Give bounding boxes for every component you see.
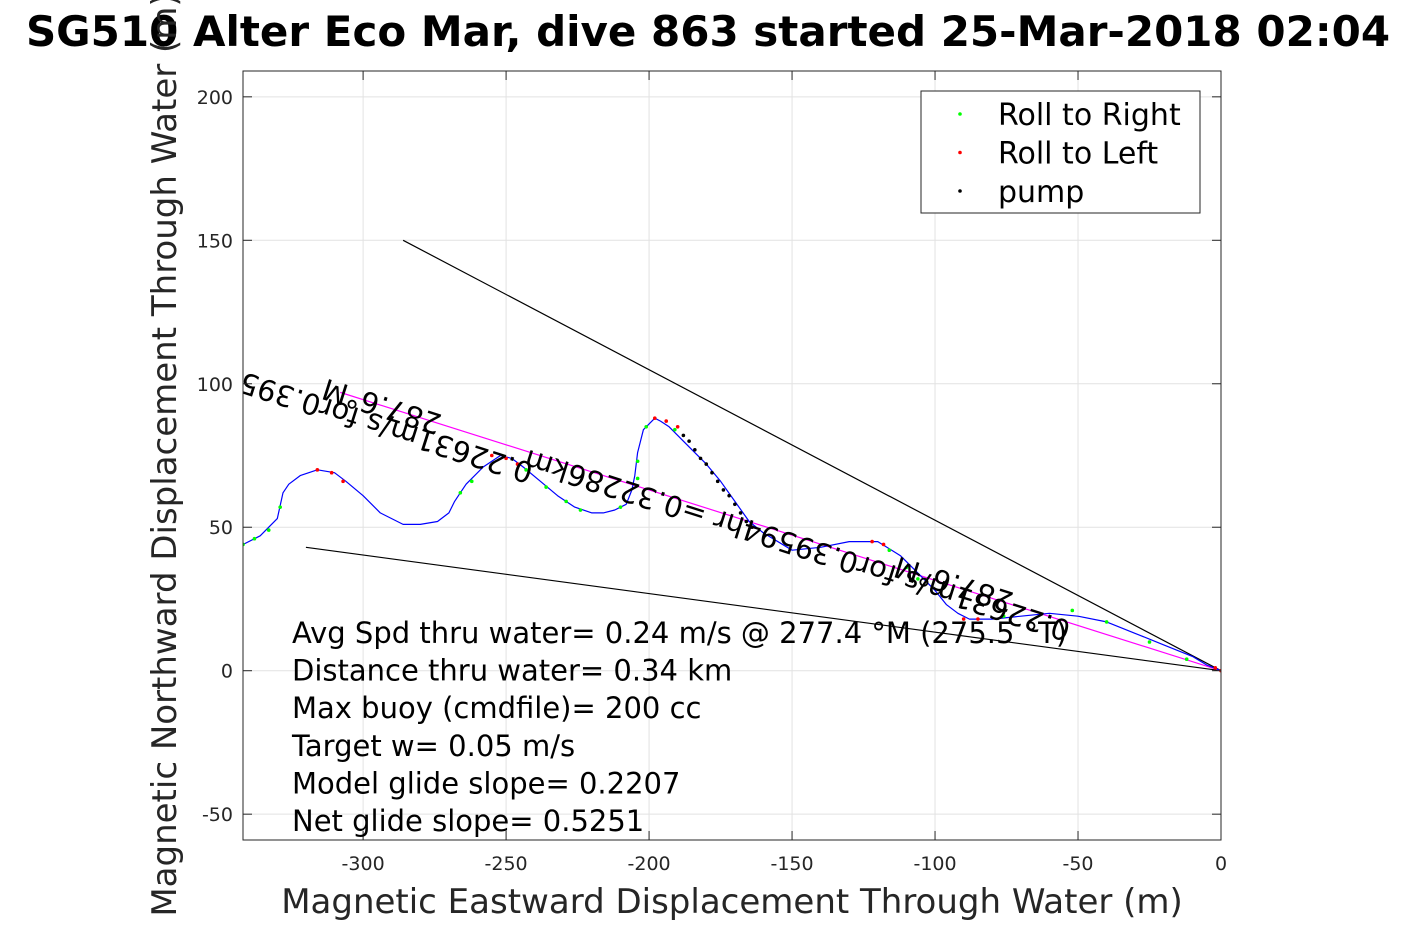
roll-right-point: [635, 459, 640, 464]
roll-left-point: [961, 617, 966, 621]
legend-label: Roll to Left: [998, 137, 1158, 172]
roll-right-point: [673, 427, 677, 432]
pump-point: [698, 456, 703, 461]
roll-left-point: [515, 462, 520, 466]
y-tick-label: 200: [197, 87, 233, 109]
plot-frame: [242, 70, 1222, 841]
pump-point: [738, 511, 743, 515]
roll-right-point: [266, 528, 271, 532]
x-tick-label: -50: [1062, 853, 1093, 875]
stats-line: Avg Spd thru water= 0.24 m/s @ 277.4 °M …: [292, 616, 1067, 650]
pump-point: [727, 493, 731, 498]
stats-line: Net glide slope= 0.5251: [292, 804, 644, 838]
roll-right-point: [469, 479, 474, 484]
roll-right-point: [916, 577, 920, 581]
roll-right-point: [1104, 620, 1109, 624]
roll-right-point: [578, 508, 583, 512]
pump-point: [681, 433, 686, 438]
legend-label: Roll to Right: [998, 98, 1181, 133]
roll-right-point: [458, 491, 463, 495]
stats-line: Target w= 0.05 m/s: [291, 729, 575, 763]
roll-right-point: [564, 499, 568, 504]
pump-point: [733, 502, 737, 507]
roll-left-point: [1213, 666, 1218, 670]
roll-left-point: [976, 617, 980, 621]
roll-right-point: [1001, 614, 1006, 618]
roll-right-point: [644, 425, 649, 429]
roll-right-point: [618, 505, 623, 509]
roll-right-point: [252, 536, 257, 541]
y-tick-label: 150: [197, 230, 233, 252]
roll-right-point: [904, 565, 909, 570]
roll-left-point: [652, 416, 657, 420]
reference-line: [402, 239, 1221, 672]
roll-right-point: [1147, 640, 1152, 644]
x-tick-label: -200: [628, 853, 671, 875]
pump-point: [721, 488, 726, 492]
grid: [243, 71, 1222, 840]
legend-marker: [958, 189, 962, 193]
chart-title: SG510 Alter Eco Mar, dive 863 started 25…: [26, 7, 1390, 56]
stats-line: Max buoy (cmdfile)= 200 cc: [292, 691, 701, 725]
pump-point: [693, 447, 697, 452]
roll-left-point: [664, 419, 669, 423]
roll-left-point: [675, 425, 680, 429]
legend-label: pump: [998, 175, 1084, 210]
pump-point: [715, 479, 720, 484]
roll-right-point: [544, 485, 548, 489]
pump-point: [750, 525, 754, 530]
roll-right-point: [1070, 608, 1075, 613]
x-tick-label: -150: [770, 853, 813, 875]
ticks: -300 -250 -200 -150 -100 -50 0 -50 0 50 100 150 200: [197, 71, 1227, 875]
y-tick-label: 50: [209, 517, 233, 539]
x-tick-label: -300: [342, 853, 385, 875]
reference-line: [340, 391, 1221, 672]
roll-right-point: [887, 548, 892, 552]
roll-left-point: [329, 470, 334, 475]
y-tick-label: 0: [221, 661, 233, 683]
x-tick-label: -250: [485, 853, 528, 875]
stats-line: Model glide slope= 0.2207: [292, 766, 680, 800]
x-tick-label: -100: [913, 853, 956, 875]
roll-right-point: [278, 505, 282, 509]
roll-left-point: [504, 456, 508, 461]
y-axis-label: Magnetic Northward Displacement Through …: [145, 0, 185, 917]
roll-left-point: [315, 468, 320, 472]
y-tick-label: -50: [202, 804, 233, 826]
legend-marker: [958, 150, 962, 155]
pump-point: [687, 439, 691, 443]
roll-left-point: [489, 453, 494, 458]
x-axis-label: Magnetic Eastward Displacement Through W…: [281, 882, 1183, 922]
y-tick-label: 100: [197, 374, 233, 396]
roll-right-point: [1184, 657, 1189, 662]
roll-right-point: [635, 476, 640, 481]
stats-text: Avg Spd thru water= 0.24 m/s @ 277.4 °M …: [291, 616, 1067, 838]
track-line: [243, 417, 1221, 672]
pump-point: [710, 470, 714, 475]
stats-line: Distance thru water= 0.34 km: [292, 654, 732, 688]
pump-point: [744, 519, 749, 524]
legend-marker: [958, 112, 962, 116]
x-tick-label: 0: [1215, 853, 1227, 875]
legend-box: [920, 90, 1201, 214]
roll-left-point: [881, 542, 886, 547]
roll-left-point: [870, 539, 874, 544]
roll-right-point: [524, 468, 528, 472]
pump-point: [704, 462, 709, 466]
reference-line: [305, 546, 1221, 672]
roll-left-point: [341, 479, 345, 484]
